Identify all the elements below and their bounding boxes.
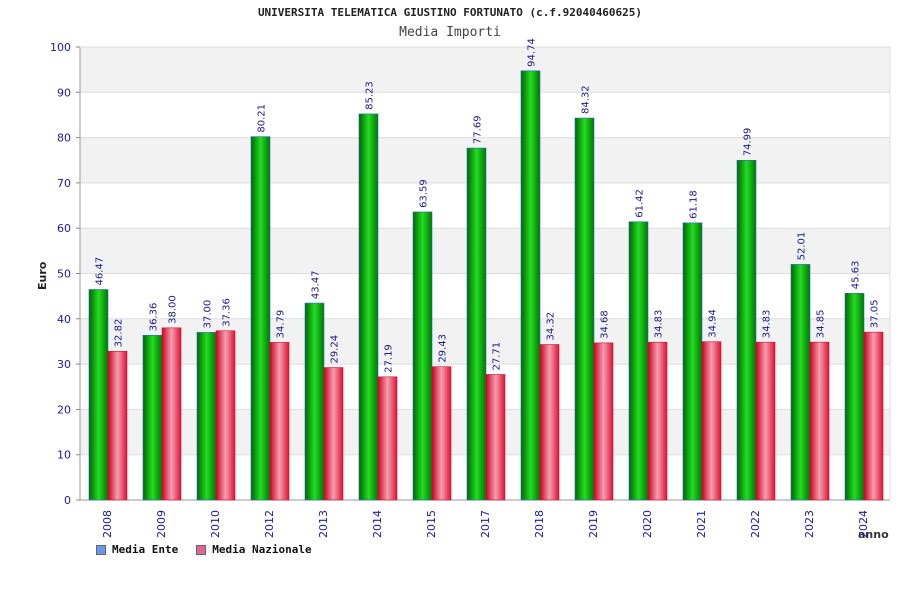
y-tick-label: 20 <box>57 403 71 416</box>
x-tick-label-2008: 2008 <box>101 510 114 538</box>
grid-band <box>80 92 890 138</box>
bar-media-nazionale-2014 <box>377 376 398 501</box>
data-label-media-ente-2018: 94.74 <box>527 38 538 67</box>
x-tick-label-2014: 2014 <box>371 510 384 538</box>
bar-media-ente-2020 <box>628 221 649 501</box>
x-tick-label-2017: 2017 <box>479 510 492 538</box>
bar-media-ente-2022 <box>736 159 757 501</box>
bar-media-nazionale-2022 <box>755 341 776 501</box>
data-label-media-ente-2014: 85.23 <box>365 81 376 110</box>
data-label-media-ente-2010: 37.00 <box>203 300 214 329</box>
data-label-media-nazionale-2024: 37.05 <box>870 300 881 329</box>
x-tick-label-2022: 2022 <box>749 510 762 538</box>
bar-media-nazionale-2020 <box>647 341 668 501</box>
bar-media-ente-2014 <box>358 113 379 501</box>
data-label-media-nazionale-2020: 34.83 <box>654 310 665 339</box>
bar-media-nazionale-2012 <box>269 342 290 501</box>
legend-item-media-nazionale: Media Nazionale <box>196 543 312 556</box>
y-tick-label: 40 <box>57 313 71 326</box>
data-label-media-ente-2022: 74.99 <box>743 128 754 157</box>
legend: Media Ente Media Nazionale <box>96 543 312 556</box>
y-tick-label: 60 <box>57 222 71 235</box>
bar-media-nazionale-2013 <box>323 367 344 501</box>
x-tick-label-2018: 2018 <box>533 510 546 538</box>
data-label-media-ente-2019: 84.32 <box>581 85 592 114</box>
legend-swatch-media-nazionale <box>196 544 207 555</box>
legend-label-media-ente: Media Ente <box>112 543 179 556</box>
x-tick-label-2019: 2019 <box>587 510 600 538</box>
data-label-media-nazionale-2017: 27.71 <box>492 342 503 371</box>
bar-media-ente-2013 <box>304 302 325 501</box>
y-tick-label: 30 <box>57 358 71 371</box>
grid-band <box>80 47 890 93</box>
x-tick-label-2010: 2010 <box>209 510 222 538</box>
data-label-media-nazionale-2023: 34.85 <box>816 309 827 338</box>
data-label-media-ente-2017: 77.69 <box>473 115 484 144</box>
data-label-media-ente-2012: 80.21 <box>257 104 268 133</box>
data-label-media-ente-2023: 52.01 <box>797 232 808 261</box>
data-label-media-nazionale-2021: 34.94 <box>708 309 719 338</box>
bar-media-ente-2019 <box>574 117 595 501</box>
data-label-media-nazionale-2015: 29.43 <box>438 334 449 363</box>
data-label-media-ente-2013: 43.47 <box>311 270 322 299</box>
data-label-media-ente-2009: 36.36 <box>149 303 160 332</box>
bar-media-nazionale-2008 <box>107 351 128 501</box>
data-label-media-nazionale-2022: 34.83 <box>762 310 773 339</box>
chart-title: UNIVERSITA TELEMATICA GIUSTINO FORTUNATO… <box>257 6 643 19</box>
chart-subtitle: Media Importi <box>399 25 501 40</box>
data-label-media-nazionale-2013: 29.24 <box>330 335 341 364</box>
bar-media-nazionale-2015 <box>431 366 452 501</box>
data-label-media-ente-2024: 45.63 <box>851 261 862 290</box>
bar-media-nazionale-2023 <box>809 341 830 501</box>
data-label-media-ente-2021: 61.18 <box>689 190 700 219</box>
y-tick-label: 80 <box>57 132 71 145</box>
data-label-media-nazionale-2018: 34.32 <box>546 312 557 341</box>
y-tick-label: 50 <box>57 268 71 281</box>
y-tick-label: 100 <box>50 41 71 54</box>
bar-media-ente-2012 <box>250 136 271 501</box>
bar-media-nazionale-2019 <box>593 342 614 501</box>
bar-media-ente-2009 <box>142 334 163 501</box>
x-tick-label-2009: 2009 <box>155 510 168 538</box>
x-tick-label-2020: 2020 <box>641 510 654 538</box>
x-tick-label-2023: 2023 <box>803 510 816 538</box>
x-tick-label-2021: 2021 <box>695 510 708 538</box>
data-label-media-nazionale-2009: 38.00 <box>168 295 179 324</box>
legend-label-media-nazionale: Media Nazionale <box>212 543 312 556</box>
data-label-media-ente-2020: 61.42 <box>635 189 646 218</box>
legend-swatch-media-ente <box>96 544 106 555</box>
bar-media-nazionale-2024 <box>863 331 884 501</box>
bar-media-nazionale-2021 <box>701 341 722 501</box>
data-label-media-nazionale-2010: 37.36 <box>222 298 233 327</box>
y-tick-label: 10 <box>57 449 71 462</box>
legend-item-media-ente: Media Ente <box>96 543 178 556</box>
x-tick-label-2024: 2024 <box>857 510 870 538</box>
bar-media-ente-2015 <box>412 211 433 501</box>
y-tick-label: 70 <box>57 177 71 190</box>
bar-media-ente-2024 <box>844 292 865 501</box>
data-label-media-nazionale-2014: 27.19 <box>384 344 395 373</box>
x-tick-label-2013: 2013 <box>317 510 330 538</box>
data-label-media-nazionale-2008: 32.82 <box>114 319 125 348</box>
y-tick-label: 0 <box>64 494 71 507</box>
bar-media-ente-2010 <box>196 332 217 501</box>
y-tick-label: 90 <box>57 86 71 99</box>
bar-media-ente-2017 <box>466 147 487 501</box>
bar-media-ente-2018 <box>520 70 541 501</box>
bar-media-ente-2008 <box>88 289 109 501</box>
x-tick-label-2012: 2012 <box>263 510 276 538</box>
data-label-media-nazionale-2019: 34.68 <box>600 310 611 339</box>
bar-media-nazionale-2009 <box>161 327 182 501</box>
bar-media-ente-2023 <box>790 264 811 501</box>
x-axis-label: anno <box>858 528 889 541</box>
bar-media-ente-2021 <box>682 222 703 501</box>
data-label-media-ente-2015: 63.59 <box>419 179 430 208</box>
bar-media-nazionale-2017 <box>485 374 506 501</box>
x-tick-label-2015: 2015 <box>425 510 438 538</box>
bar-media-nazionale-2010 <box>215 330 236 501</box>
data-label-media-ente-2008: 46.47 <box>95 257 106 286</box>
bar-media-nazionale-2018 <box>539 344 560 501</box>
data-label-media-nazionale-2012: 34.79 <box>276 310 287 339</box>
